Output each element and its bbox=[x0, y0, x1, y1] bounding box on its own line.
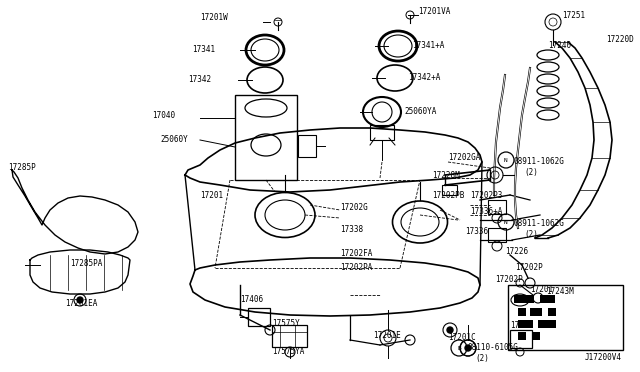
Text: 17040: 17040 bbox=[152, 110, 175, 119]
Text: (2): (2) bbox=[524, 230, 538, 238]
Bar bbox=[298, 135, 316, 157]
Text: 17201: 17201 bbox=[200, 190, 223, 199]
Circle shape bbox=[465, 345, 471, 351]
Circle shape bbox=[447, 327, 453, 333]
Bar bbox=[488, 228, 506, 242]
Bar bbox=[518, 308, 526, 316]
Text: 17575YA: 17575YA bbox=[272, 347, 305, 356]
Text: 17251: 17251 bbox=[562, 10, 585, 19]
Bar bbox=[532, 332, 540, 340]
Text: 17285P: 17285P bbox=[8, 163, 36, 171]
Text: 17575Y: 17575Y bbox=[272, 318, 300, 327]
Text: 25060YA: 25060YA bbox=[404, 108, 436, 116]
Text: 08911-1062G: 08911-1062G bbox=[514, 157, 565, 167]
Text: 17201: 17201 bbox=[530, 285, 553, 295]
Text: 17201EA: 17201EA bbox=[65, 298, 97, 308]
Text: 17406: 17406 bbox=[240, 295, 263, 305]
Text: 17226: 17226 bbox=[505, 247, 528, 257]
Text: 17228M: 17228M bbox=[432, 170, 460, 180]
Text: 17202P: 17202P bbox=[495, 276, 523, 285]
Bar bbox=[530, 308, 542, 316]
Bar bbox=[538, 320, 556, 328]
Bar bbox=[510, 330, 532, 348]
Text: 17406: 17406 bbox=[510, 321, 533, 330]
Text: 17243M: 17243M bbox=[546, 288, 574, 296]
Text: (2): (2) bbox=[475, 353, 489, 362]
Text: 17220D: 17220D bbox=[606, 35, 634, 45]
Text: 17342: 17342 bbox=[188, 76, 211, 84]
Text: 17201VA: 17201VA bbox=[418, 7, 451, 16]
Text: 17202PB: 17202PB bbox=[432, 190, 465, 199]
Text: 17338: 17338 bbox=[340, 225, 363, 234]
Text: 17342+A: 17342+A bbox=[408, 74, 440, 83]
Text: (2): (2) bbox=[524, 167, 538, 176]
Text: B: B bbox=[457, 346, 461, 350]
Bar bbox=[518, 320, 533, 328]
Text: 17240: 17240 bbox=[548, 41, 571, 49]
Text: 17202GA: 17202GA bbox=[448, 154, 481, 163]
Text: 17202PA: 17202PA bbox=[340, 263, 372, 273]
Text: 08110-6105G: 08110-6105G bbox=[468, 343, 519, 353]
Bar bbox=[370, 125, 394, 140]
Bar bbox=[488, 200, 506, 214]
Text: 17341: 17341 bbox=[192, 45, 215, 55]
Text: 17202P: 17202P bbox=[515, 263, 543, 273]
Bar bbox=[442, 185, 457, 195]
Circle shape bbox=[77, 297, 83, 303]
Text: 17285PA: 17285PA bbox=[70, 259, 102, 267]
Text: N: N bbox=[504, 157, 508, 163]
Text: 17202P3: 17202P3 bbox=[470, 190, 502, 199]
Bar bbox=[540, 295, 555, 303]
Text: 17341+A: 17341+A bbox=[412, 42, 444, 51]
Text: 17336: 17336 bbox=[465, 228, 488, 237]
Bar bbox=[248, 308, 270, 326]
Text: 17201E: 17201E bbox=[373, 330, 401, 340]
Bar bbox=[518, 332, 526, 340]
Text: N: N bbox=[504, 219, 508, 224]
Bar bbox=[514, 295, 534, 303]
Bar bbox=[235, 95, 297, 180]
Text: J17200V4: J17200V4 bbox=[585, 353, 622, 362]
Text: 17201C: 17201C bbox=[448, 334, 476, 343]
Text: 17201W: 17201W bbox=[200, 13, 228, 22]
Text: 17202FA: 17202FA bbox=[340, 248, 372, 257]
Bar bbox=[518, 295, 533, 303]
Bar bbox=[548, 308, 556, 316]
Text: 08911-1062G: 08911-1062G bbox=[514, 219, 565, 228]
Bar bbox=[272, 325, 307, 347]
Text: 25060Y: 25060Y bbox=[160, 135, 188, 144]
Text: 17336+A: 17336+A bbox=[470, 208, 502, 217]
Text: 17202G: 17202G bbox=[340, 203, 368, 212]
Bar bbox=[508, 285, 623, 350]
